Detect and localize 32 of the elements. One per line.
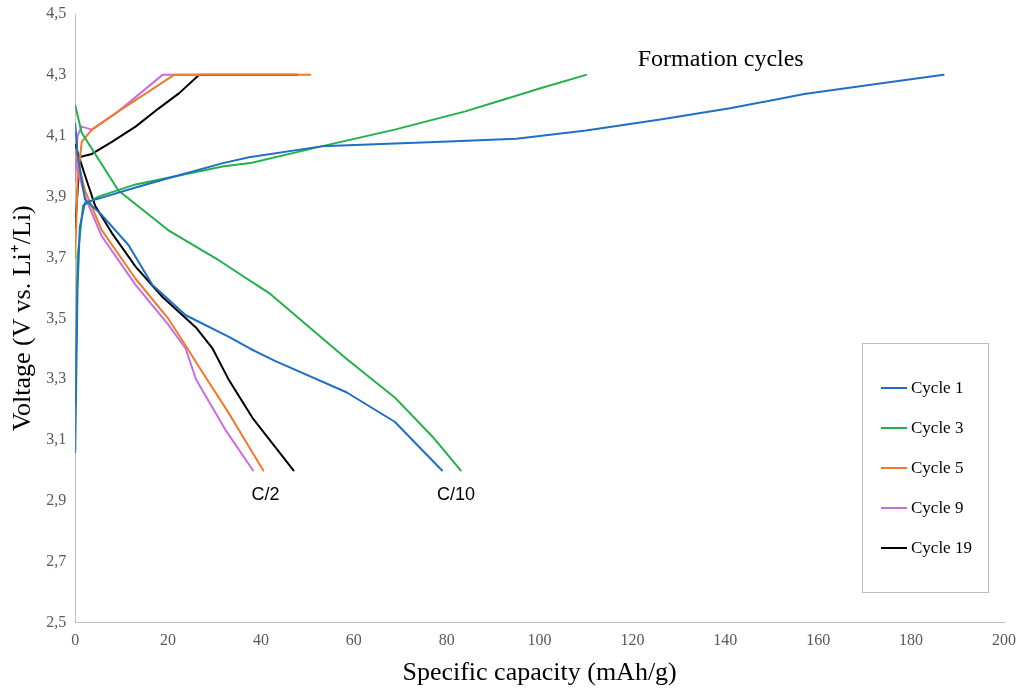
x-tick-label: 20 xyxy=(160,631,177,649)
y-tick-label: 4,5 xyxy=(46,4,67,22)
x-tick-label: 0 xyxy=(71,631,80,649)
y-tick-label: 3,5 xyxy=(46,308,67,326)
legend-label: Cycle 19 xyxy=(911,537,972,558)
y-tick-label: 2,5 xyxy=(46,612,67,630)
x-tick-label: 160 xyxy=(806,631,831,649)
x-tick-label: 180 xyxy=(899,631,924,649)
y-tick-label: 3,1 xyxy=(46,430,67,448)
x-tick-label: 100 xyxy=(527,631,552,649)
annotation: C/2 xyxy=(251,483,280,504)
x-tick-label: 60 xyxy=(345,631,362,649)
legend-label: Cycle 3 xyxy=(911,417,964,438)
x-tick-label: 140 xyxy=(713,631,738,649)
y-tick-label: 4,3 xyxy=(46,65,67,83)
x-tick-label: 200 xyxy=(992,631,1016,649)
legend-label: Cycle 5 xyxy=(911,457,964,478)
y-tick-label: 3,7 xyxy=(46,247,67,265)
legend-label: Cycle 9 xyxy=(911,497,964,518)
legend-label: Cycle 1 xyxy=(911,377,964,398)
x-axis-title: Specific capacity (mAh/g) xyxy=(402,657,677,687)
y-tick-label: 4,1 xyxy=(46,125,67,143)
x-tick-label: 120 xyxy=(620,631,645,649)
annotation: Formation cycles xyxy=(637,44,804,71)
y-tick-label: 2,7 xyxy=(46,551,67,569)
annotation: C/10 xyxy=(436,483,476,504)
y-tick-label: 3,3 xyxy=(46,369,67,387)
y-tick-label: 2,9 xyxy=(46,491,67,509)
y-tick-label: 3,9 xyxy=(46,186,67,204)
x-tick-label: 40 xyxy=(252,631,269,649)
y-axis-title: Voltage (V vs. Li⁺/Li) xyxy=(7,205,37,432)
x-tick-label: 80 xyxy=(438,631,455,649)
